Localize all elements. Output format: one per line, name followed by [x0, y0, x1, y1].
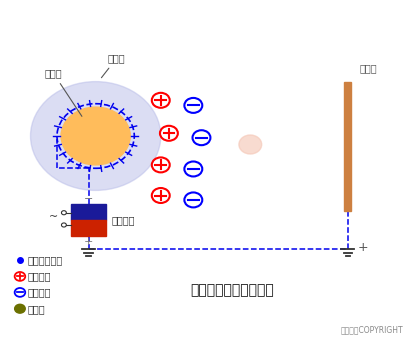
Circle shape	[88, 130, 103, 142]
Circle shape	[71, 116, 120, 156]
Text: +: +	[84, 237, 93, 247]
Text: 供电装置: 供电装置	[112, 215, 136, 225]
Circle shape	[81, 124, 110, 148]
Text: 电晕区: 电晕区	[101, 53, 125, 78]
Circle shape	[78, 121, 114, 151]
Circle shape	[76, 120, 115, 152]
Circle shape	[64, 110, 127, 162]
Text: ~: ~	[49, 212, 58, 222]
Circle shape	[68, 113, 124, 159]
Text: 蓝色点为电子: 蓝色点为电子	[27, 255, 63, 265]
Circle shape	[93, 134, 98, 138]
Bar	[71, 220, 106, 236]
Circle shape	[83, 125, 108, 147]
Circle shape	[73, 117, 118, 155]
Circle shape	[239, 135, 262, 154]
Text: 东方仿真COPYRIGHT: 东方仿真COPYRIGHT	[340, 325, 403, 335]
Text: 集尘极: 集尘极	[359, 63, 377, 73]
Text: 电晕极: 电晕极	[45, 68, 82, 116]
Circle shape	[31, 82, 161, 190]
Text: 为负离子: 为负离子	[27, 287, 51, 298]
Circle shape	[15, 304, 25, 313]
Circle shape	[91, 132, 100, 140]
Bar	[71, 204, 106, 220]
Circle shape	[70, 114, 122, 158]
Bar	[344, 82, 351, 211]
Circle shape	[66, 111, 125, 161]
Circle shape	[63, 108, 129, 164]
Circle shape	[90, 131, 102, 141]
Text: 电除尘器除尘过程示意: 电除尘器除尘过程示意	[190, 283, 274, 297]
Text: +: +	[358, 241, 368, 254]
Circle shape	[79, 122, 112, 150]
Circle shape	[74, 118, 117, 154]
Text: −: −	[84, 194, 93, 204]
Circle shape	[85, 127, 107, 145]
Text: 为粒子: 为粒子	[27, 304, 45, 314]
Circle shape	[86, 128, 105, 144]
Circle shape	[61, 107, 130, 165]
Text: 为正离子: 为正离子	[27, 271, 51, 282]
